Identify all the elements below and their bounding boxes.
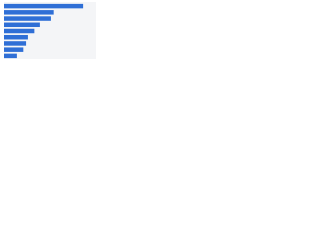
bar: [4, 53, 17, 59]
bar: [4, 22, 40, 28]
bar: [4, 16, 51, 21]
bar: [4, 47, 24, 52]
chart: [0, 0, 100, 71]
bar: [4, 3, 84, 9]
bar: [4, 10, 54, 15]
bar: [4, 28, 35, 34]
bar: [4, 34, 28, 40]
bar: [4, 41, 27, 46]
